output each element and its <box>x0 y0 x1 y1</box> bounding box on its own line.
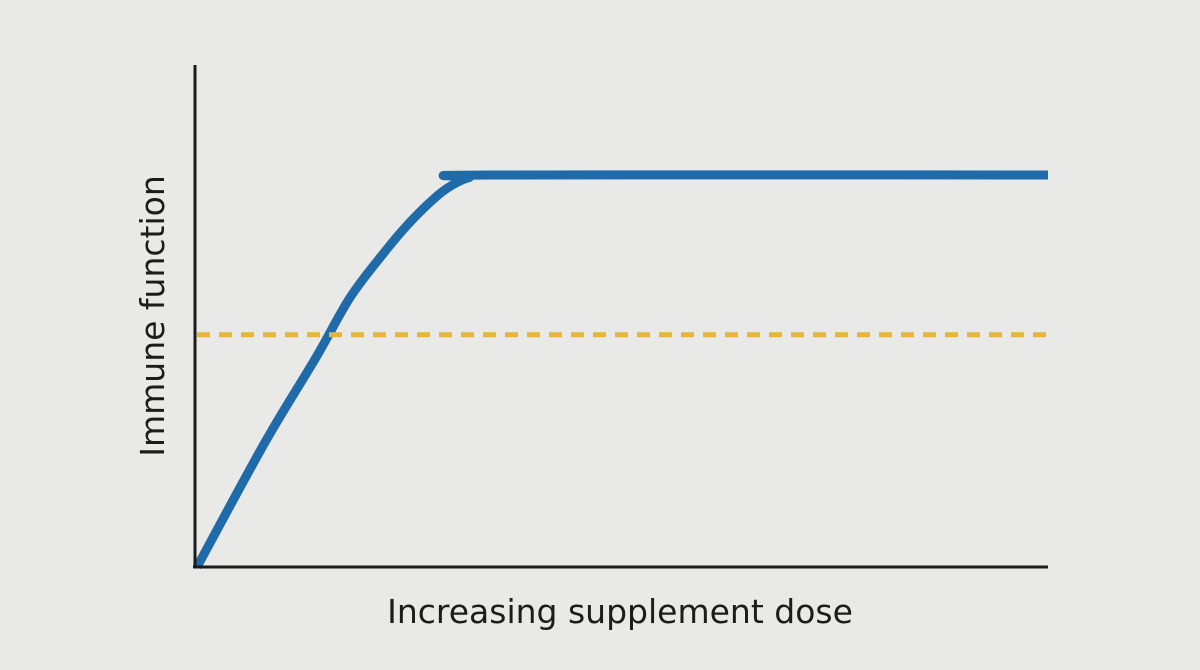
x-axis-label: Increasing supplement dose <box>387 592 853 631</box>
dose-response-curve <box>193 170 1049 570</box>
y-axis-label: Immune function <box>133 175 172 456</box>
plot-layer <box>193 170 1049 570</box>
